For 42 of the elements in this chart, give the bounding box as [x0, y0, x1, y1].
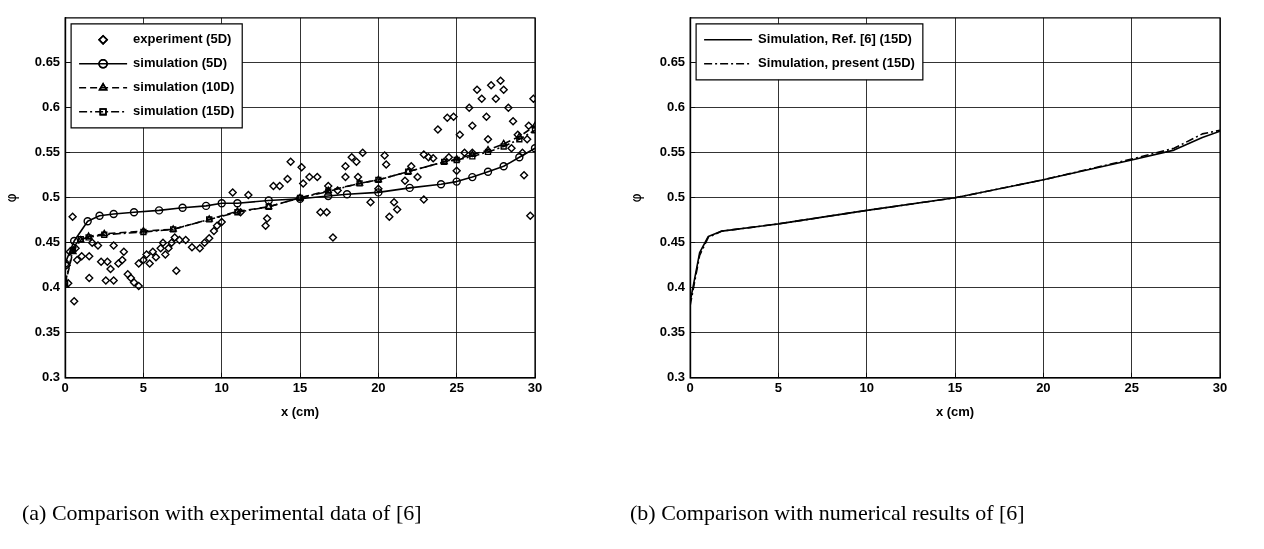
x-tick-label: 25 [449, 380, 464, 396]
y-tick-label: 0.55 [659, 144, 686, 160]
x-tick-label: 30 [527, 380, 543, 396]
y-tick-label: 0.4 [42, 279, 61, 295]
x-tick-label: 5 [774, 380, 783, 396]
x-axis-title: x (cm) [280, 403, 320, 419]
x-tick-label: 15 [292, 380, 308, 396]
x-tick-label: 10 [859, 380, 874, 396]
x-tick-label: 10 [214, 380, 229, 396]
y-axis-title: φ [3, 193, 20, 203]
x-tick-label: 0 [61, 380, 69, 396]
y-tick-label: 0.5 [667, 189, 686, 205]
legend-label: simulation (10D) [133, 79, 235, 95]
y-axis-title: φ [628, 193, 645, 203]
x-tick-label: 0 [686, 380, 694, 396]
text: (b) Comparison with numerical results of [6] [630, 500, 1026, 526]
legend-label: simulation (5D) [133, 55, 228, 71]
y-tick-label: 0.45 [659, 234, 686, 250]
y-tick-label: 0.55 [34, 144, 61, 160]
y-tick-label: 0.35 [659, 324, 686, 340]
y-tick-label: 0.65 [34, 54, 61, 70]
y-tick-label: 0.65 [659, 54, 686, 70]
legend-label: Simulation, Ref. [6] (15D) [758, 31, 912, 47]
x-tick-label: 5 [139, 380, 148, 396]
y-tick-label: 0.6 [42, 99, 61, 115]
legend-label: experiment (5D) [133, 31, 232, 47]
y-tick-label: 0.3 [42, 369, 61, 385]
legend-label: simulation (15D) [133, 103, 235, 119]
y-tick-label: 0.4 [667, 279, 686, 295]
y-tick-label: 0.45 [34, 234, 61, 250]
y-tick-label: 0.35 [34, 324, 61, 340]
x-tick-label: 30 [1212, 380, 1228, 396]
y-tick-label: 0.6 [667, 99, 686, 115]
x-tick-label: 25 [1124, 380, 1139, 396]
x-tick-label: 15 [947, 380, 963, 396]
y-tick-label: 0.5 [42, 189, 61, 205]
y-tick-label: 0.3 [667, 369, 686, 385]
x-tick-label: 20 [371, 380, 386, 396]
x-axis-title: x (cm) [935, 403, 975, 419]
text: (a) Comparison with experimental data of [6] [22, 500, 423, 526]
x-tick-label: 20 [1036, 380, 1051, 396]
legend-label: Simulation, present (15D) [758, 55, 915, 71]
